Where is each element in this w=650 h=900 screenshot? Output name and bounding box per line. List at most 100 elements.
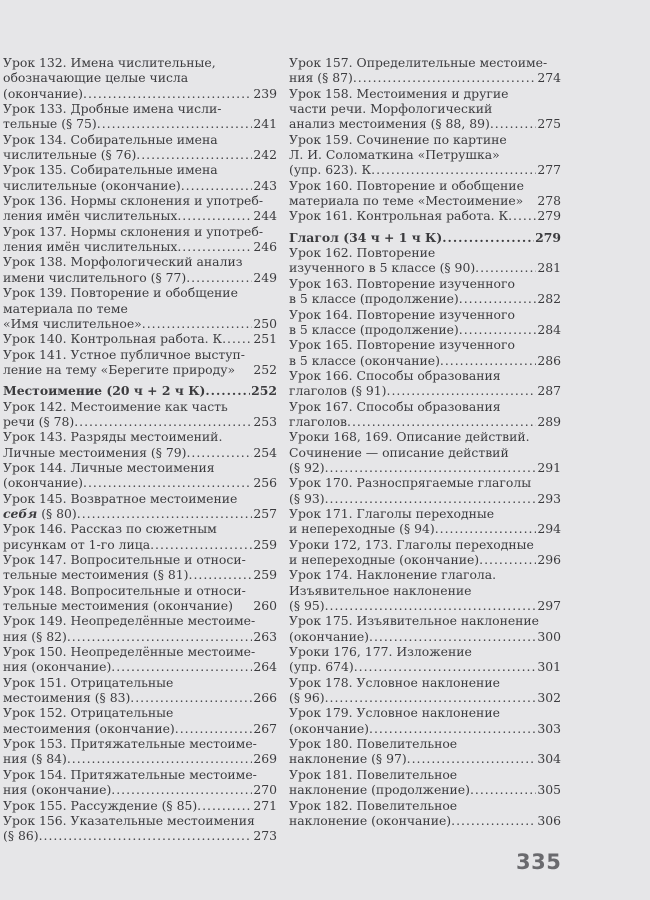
page-ref: 294: [537, 521, 561, 537]
toc-entry: Урок 159. Сочинение по картине Л. И. Соло…: [289, 132, 561, 178]
entry-last-line: глаголов (§ 91).........................…: [289, 383, 561, 398]
entry-text: местоимения (§ 83): [3, 690, 131, 706]
entry-text: ния (§ 87): [289, 70, 353, 86]
entry-text: Урок 161. Контрольная работа. К: [289, 208, 509, 224]
entry-line: Урок 157. Определительные местоиме-: [289, 55, 548, 70]
entry-last-line: Урок 155. Рассуждение (§ 85)............…: [3, 798, 277, 813]
toc-entry: Урок 134. Собирательные имена числительны…: [3, 132, 277, 163]
entry-last-line: (§ 93)..................................…: [289, 491, 561, 506]
page-ref: 304: [537, 751, 561, 767]
toc-entry: Урок 141. Устное публичное выступ-ление …: [3, 347, 277, 378]
page-ref: 246: [253, 239, 277, 255]
entry-text: тельные (§ 75): [3, 116, 97, 132]
entry-line: Урок 159. Сочинение по картине: [289, 131, 507, 147]
page-ref: 301: [537, 659, 561, 675]
toc-entry: Урок 147. Вопросительные и относи-тельны…: [3, 552, 277, 583]
toc-entry: Урок 165. Повторение изученного в 5 класс…: [289, 337, 561, 368]
toc-entry: Урок 145. Возвратное местоимение себя (§ …: [3, 491, 277, 522]
toc-entry: Урок 155. Рассуждение (§ 85)............…: [3, 798, 277, 813]
dot-leader: ........................................…: [475, 260, 536, 276]
entry-line: Урок 164. Повторение изученного: [289, 306, 515, 322]
entry-text: ния (окончание): [3, 659, 112, 675]
entry-last-line: тельные местоимения (окончание) 260: [3, 598, 277, 613]
entry-text: (§ 92): [289, 459, 325, 475]
entry-text: глаголов (§ 91): [289, 383, 387, 399]
entry-line: Урок 160. Повторение и обобщение: [289, 177, 524, 193]
entry-text: Местоимение (20 ч + 2 ч К): [3, 383, 206, 399]
entry-text: анализ местоимения (§ 88, 89): [289, 116, 490, 132]
entry-line: Урок 151. Отрицательные: [3, 674, 174, 690]
entry-text: материала по теме «Местоимение»: [289, 193, 524, 209]
entry-last-line: Урок 140. Контрольная работа. К.........…: [3, 331, 277, 346]
entry-text: в 5 классе (продолжение): [289, 321, 459, 337]
dot-leader: ........................................…: [442, 229, 534, 245]
entry-line: обозначающие целые числа: [3, 70, 189, 86]
entry-last-line: Личные местоимения (§ 79)...............…: [3, 445, 277, 460]
entry-text: речи (§ 78): [3, 413, 75, 429]
entry-line: Изъявительное наклонение: [289, 582, 472, 598]
entry-line: Урок 134. Собирательные имена: [3, 131, 218, 147]
toc-entry: Уроки 168, 169. Описание действий. Сочине…: [289, 429, 561, 475]
entry-last-line: (окончание).............................…: [3, 86, 277, 101]
entry-last-line: имени числительного (§ 77)..............…: [3, 270, 277, 285]
page-ref: 242: [253, 147, 277, 163]
spacer: [233, 598, 252, 613]
entry-line: Урок 170. Разноспрягаемые глаголы: [289, 475, 532, 491]
entry-last-line: (упр. 623). К...........................…: [289, 162, 561, 177]
entry-last-line: ния (окончание).........................…: [3, 782, 277, 797]
page-number: 335: [516, 850, 562, 874]
entry-line: Урок 178. Условное наклонение: [289, 674, 500, 690]
entry-last-line: (§ 86)..................................…: [3, 828, 277, 843]
entry-text: (§ 93): [289, 490, 325, 506]
page-ref: 250: [253, 315, 277, 331]
dot-leader: ........................................…: [197, 797, 252, 813]
entry-last-line: (§ 92)..................................…: [289, 460, 561, 475]
entry-line: Урок 154. Притяжательные местоиме-: [3, 766, 257, 782]
page-ref: 254: [253, 444, 277, 460]
entry-text: и непереходные (§ 94): [289, 521, 435, 537]
page-ref: 287: [537, 383, 561, 399]
dot-leader: ........................................…: [434, 521, 537, 537]
toc-entry: Урок 178. Условное наклонение (§ 96).....…: [289, 675, 561, 706]
entry-line: Урок 133. Дробные имена числи-: [3, 101, 222, 117]
entry-last-line: в 5 классе (продолжение)................…: [289, 291, 561, 306]
page-ref: 264: [253, 659, 277, 675]
page-ref: 302: [537, 690, 561, 706]
entry-last-line: и непереходные (окончание)..............…: [289, 552, 561, 567]
dot-leader: ........................................…: [386, 383, 537, 399]
dot-leader: ........................................…: [66, 751, 253, 767]
entry-line: Урок 142. Местоимение как часть: [3, 398, 228, 414]
dot-leader: ........................................…: [188, 567, 253, 583]
entry-text: ление на тему «Берегите природу»: [3, 361, 236, 377]
page-ref: 270: [253, 782, 277, 798]
dot-leader: ........................................…: [353, 659, 537, 675]
entry-last-line: наклонение (окончание)..................…: [289, 813, 561, 828]
entry-line: Урок 145. Возвратное местоимение: [3, 490, 238, 506]
dot-leader: ........................................…: [180, 177, 253, 193]
entry-text: ния (§ 82): [3, 628, 67, 644]
entry-text: и непереходные (окончание): [289, 552, 480, 567]
entry-line: Урок 144. Личные местоимения: [3, 459, 215, 475]
entry-line: Урок 162. Повторение: [289, 245, 436, 261]
entry-line: Урок 167. Способы образования: [289, 398, 501, 414]
spacer: [523, 193, 536, 208]
toc-entry: Урок 150. Неопределённые местоиме-ния (о…: [3, 644, 277, 675]
toc-entry: Урок 160. Повторение и обобщение материал…: [289, 178, 561, 209]
toc-entry: Урок 175. Изъявительное наклонение (оконч…: [289, 613, 561, 644]
page-ref: 277: [537, 162, 561, 178]
toc-entry: Урок 179. Условное наклонение (окончание)…: [289, 705, 561, 736]
entry-line: части речи. Морфологический: [289, 101, 493, 117]
entry-last-line: себя (§ 80).............................…: [3, 506, 277, 521]
toc-column-right: Урок 157. Определительные местоиме-ния (…: [289, 55, 561, 828]
entry-text: (окончание): [3, 475, 84, 491]
entry-line: Л. И. Соломаткина «Петрушка»: [289, 147, 500, 163]
toc-entry: Урок 132. Имена числительные, обозначающи…: [3, 55, 277, 101]
entry-line: Урок 148. Вопросительные и относи-: [3, 582, 246, 598]
entry-text: в 5 классе (окончание): [289, 352, 440, 368]
page-ref: 281: [537, 260, 561, 276]
entry-last-line: ление на тему «Берегите природу» 252: [3, 362, 277, 377]
dot-leader: ........................................…: [324, 690, 537, 706]
dot-leader: ........................................…: [352, 70, 537, 86]
entry-last-line: (окончание).............................…: [289, 629, 561, 644]
dot-leader: ........................................…: [83, 475, 252, 491]
